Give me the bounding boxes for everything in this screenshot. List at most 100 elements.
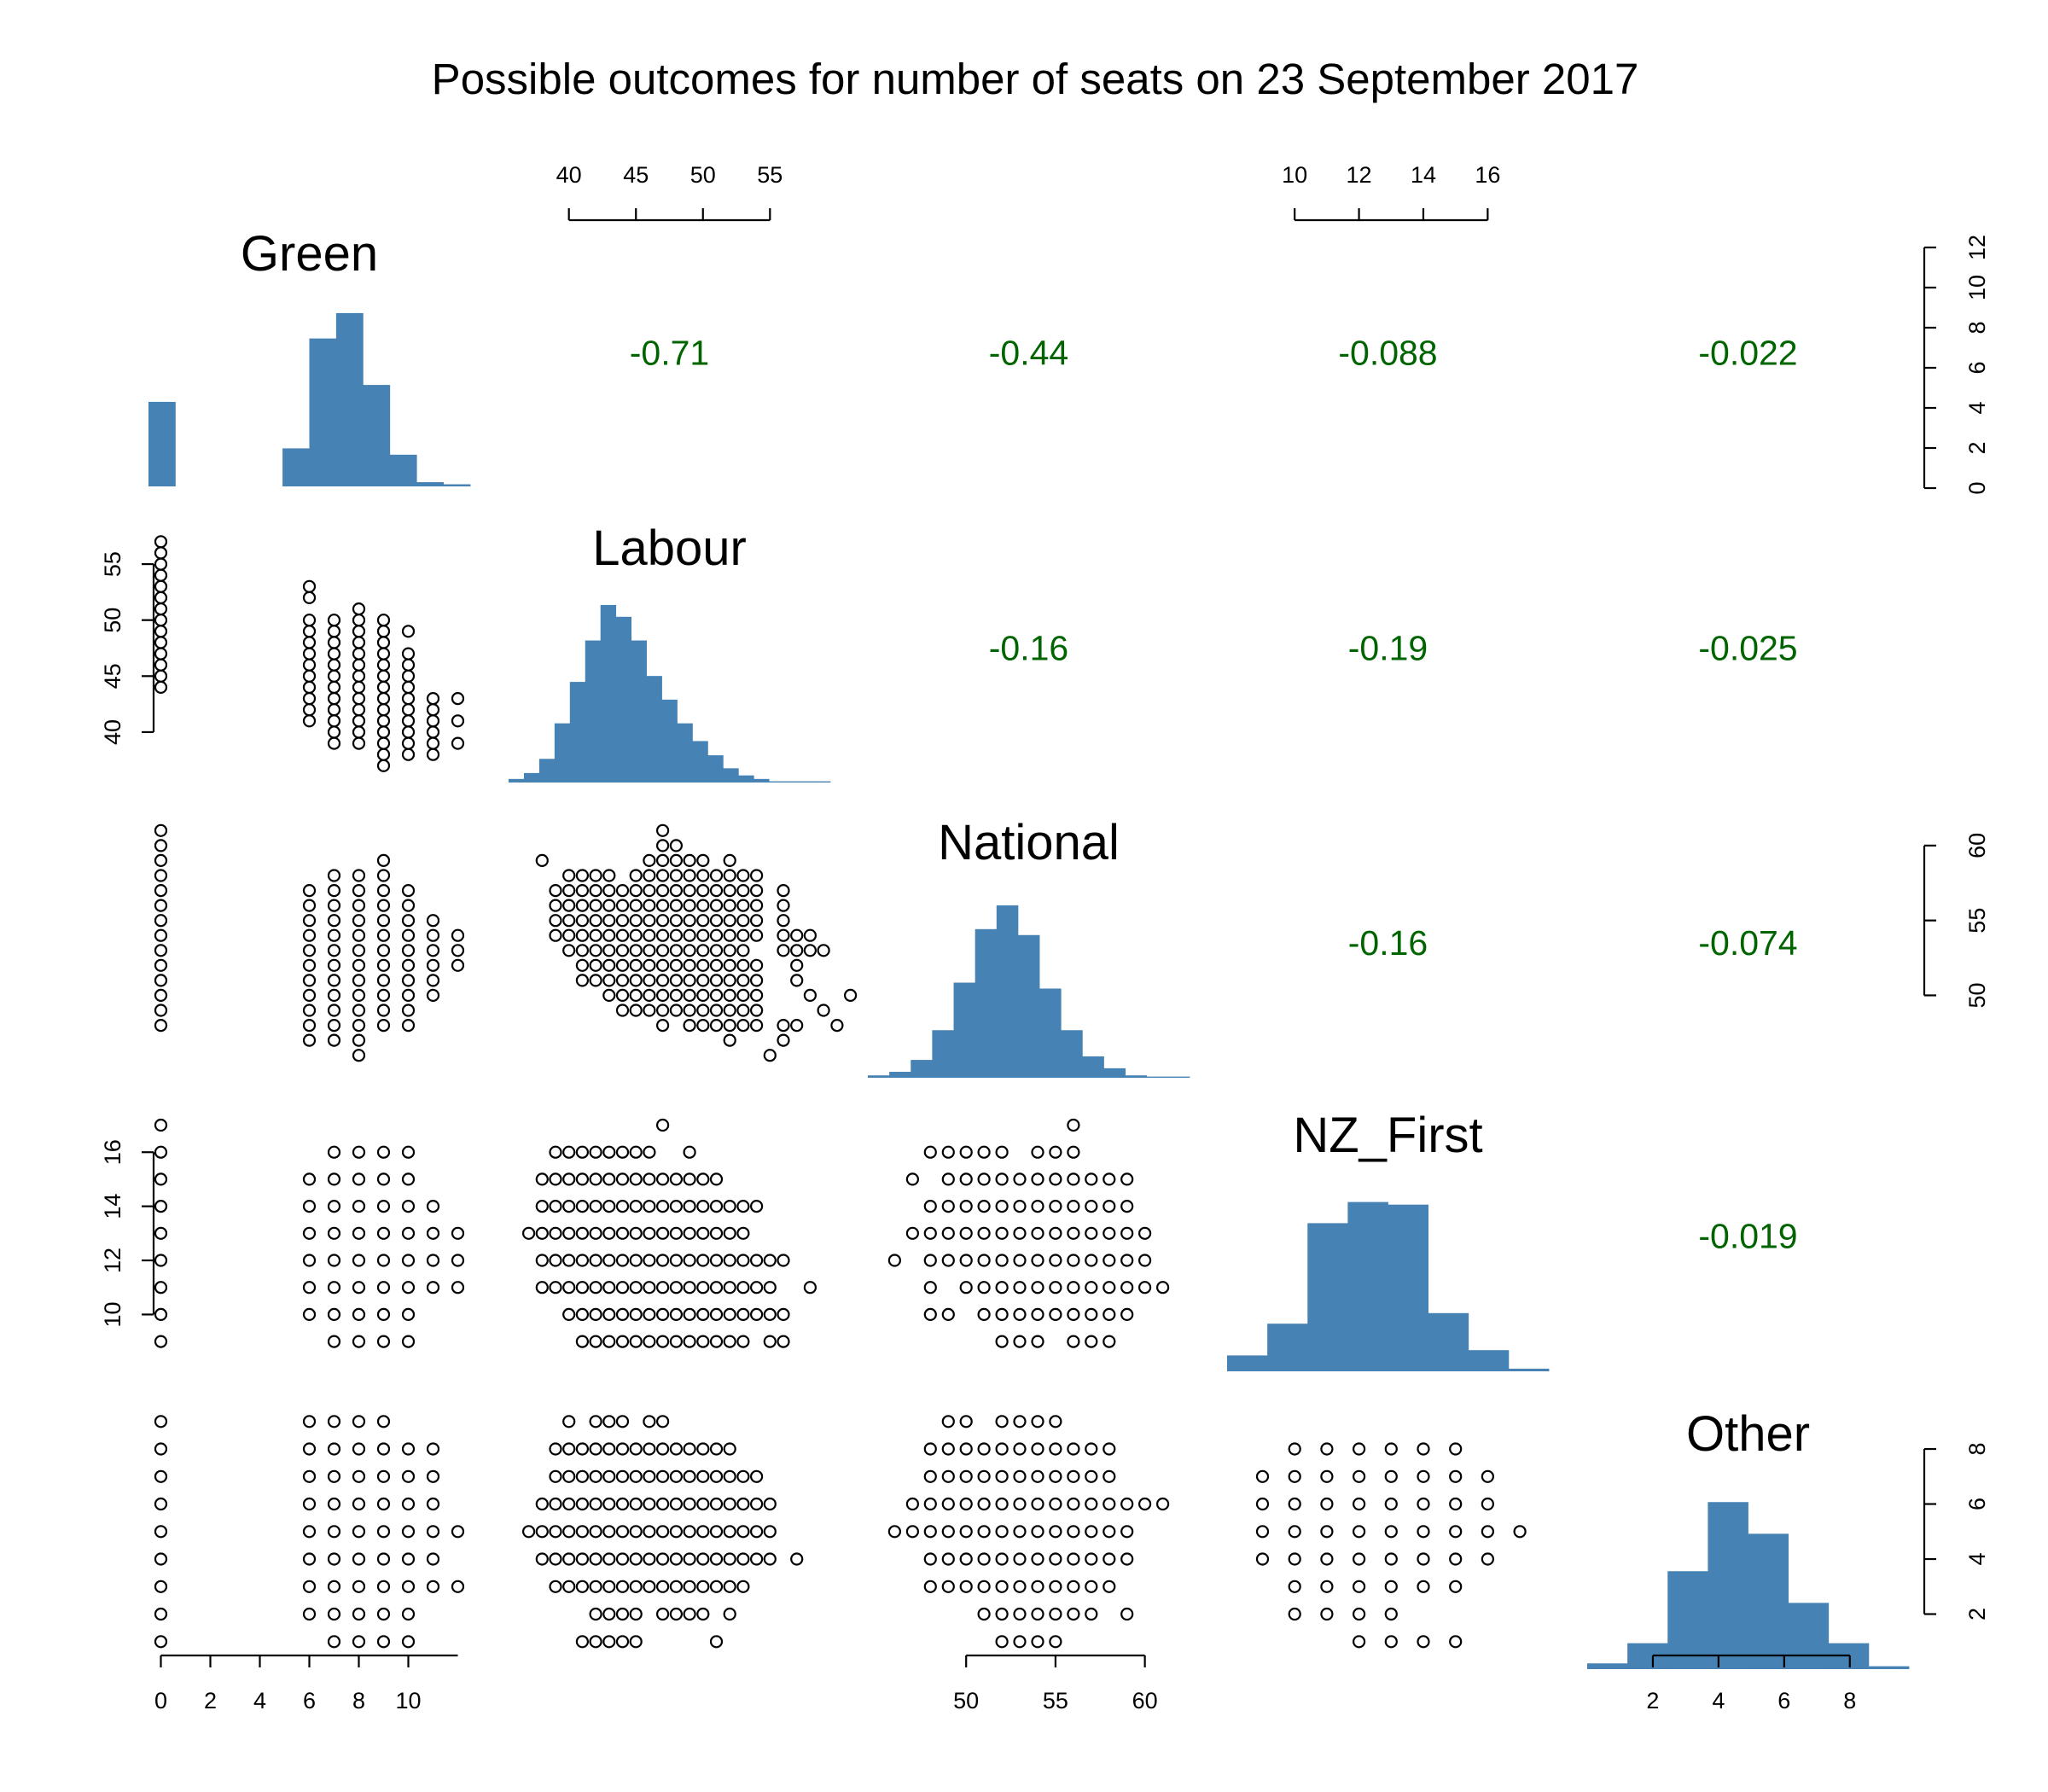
scatter-point	[1103, 1552, 1116, 1566]
histogram-bar-nz-first	[1307, 1223, 1348, 1371]
scatter-point	[683, 1018, 696, 1033]
scatter-point	[401, 658, 416, 672]
scatter-point	[1103, 1335, 1116, 1348]
scatter-point	[709, 1172, 724, 1186]
scatter-point	[302, 974, 317, 987]
scatter-point	[1288, 1525, 1301, 1539]
axis-tick-label: 4	[1964, 1553, 1990, 1566]
scatter-point	[923, 1469, 937, 1483]
scatter-point	[302, 1497, 317, 1511]
scatter-point	[327, 1335, 341, 1348]
scatter-point	[302, 958, 317, 972]
scatter-point	[426, 736, 440, 750]
axis-tick-label: 50	[100, 608, 125, 633]
scatter-point	[669, 1172, 684, 1186]
scatter-point	[352, 1145, 366, 1159]
histogram-bar-national	[996, 905, 1019, 1078]
scatter-point	[451, 691, 465, 706]
scatter-point	[1085, 1335, 1098, 1348]
scatter-point	[655, 839, 670, 852]
scatter-point	[1067, 1580, 1080, 1593]
scatter-point	[1031, 1635, 1044, 1649]
scatter-point	[602, 883, 616, 898]
scatter-point	[777, 1335, 790, 1348]
scatter-point	[941, 1580, 955, 1593]
scatter-point	[1352, 1469, 1366, 1483]
correlation-labour-other: -0.025	[1698, 629, 1797, 668]
scatter-point	[562, 944, 576, 957]
scatter-point	[1384, 1442, 1398, 1456]
scatter-point	[451, 714, 465, 728]
scatter-point	[575, 1469, 590, 1483]
scatter-point	[426, 944, 440, 957]
scatter-point	[376, 1018, 391, 1033]
scatter-point	[1449, 1469, 1463, 1483]
scatter-point	[696, 1226, 710, 1240]
scatter-point	[615, 1199, 630, 1213]
scatter-point	[749, 1004, 764, 1017]
histogram-bar-national	[1082, 1056, 1104, 1078]
scatter-points	[154, 535, 1527, 1649]
scatter-point	[615, 974, 630, 987]
scatter-point	[376, 928, 391, 942]
scatter-point	[683, 914, 696, 928]
scatter-point	[376, 1469, 391, 1483]
axis-tick-label: 50	[690, 162, 716, 188]
scatter-point	[1137, 1254, 1152, 1267]
scatter-point	[352, 958, 366, 972]
scatter-point	[327, 1580, 341, 1593]
scatter-point	[643, 1442, 656, 1456]
scatter-point	[376, 1307, 391, 1322]
scatter-point	[941, 1172, 955, 1186]
scatter-point	[602, 1281, 616, 1295]
scatter-point	[709, 988, 724, 1003]
histogram-bar-nz-first	[1227, 1355, 1268, 1371]
histogram-bar-labour	[769, 781, 785, 783]
scatter-point	[575, 1226, 590, 1240]
scatter-point	[549, 1199, 562, 1213]
scatter-point	[696, 958, 710, 972]
scatter-point	[669, 1281, 684, 1295]
scatter-point	[736, 1226, 750, 1240]
scatter-point	[154, 839, 168, 852]
scatter-point	[154, 680, 168, 695]
scatter-point	[709, 1226, 724, 1240]
scatter-point	[451, 1580, 465, 1593]
scatter-point	[1120, 1525, 1134, 1539]
scatter-point	[749, 1018, 764, 1033]
scatter-point	[655, 1018, 670, 1033]
scatter-point	[327, 1525, 341, 1539]
scatter-point	[995, 1635, 1009, 1649]
x-axis-other: 2 4 6 8	[1646, 1654, 1856, 1713]
scatter-point	[1085, 1307, 1098, 1322]
histogram-bar-labour	[538, 759, 556, 783]
scatter-point	[451, 944, 465, 957]
scatter-point	[327, 974, 341, 987]
scatter-point	[589, 1199, 602, 1213]
scatter-point	[736, 1580, 750, 1593]
scatter-point	[736, 1335, 750, 1348]
scatter-point	[302, 1254, 317, 1267]
scatter-point	[683, 853, 696, 868]
scatter-point	[327, 1469, 341, 1483]
scatter-point	[629, 1335, 643, 1348]
variable-label-labour: Labour	[592, 521, 747, 576]
axis-tick-label: 12	[1964, 235, 1990, 260]
scatter-point	[709, 883, 724, 898]
scatter-point	[977, 1145, 991, 1159]
scatter-point	[1155, 1281, 1170, 1295]
scatter-point	[426, 1226, 440, 1240]
scatter-point	[709, 1199, 724, 1213]
scatter-point	[376, 1607, 391, 1621]
scatter-point	[327, 714, 341, 728]
scatter-point	[723, 928, 736, 942]
histogram-bar-national	[932, 1030, 954, 1078]
axis-tick-label: 4	[1712, 1688, 1725, 1713]
scatter-point	[401, 914, 416, 928]
scatter-point	[352, 1469, 366, 1483]
scatter-point	[154, 988, 168, 1003]
scatter-point	[376, 714, 391, 728]
scatter-point	[643, 944, 656, 957]
scatter-point	[401, 1199, 416, 1213]
scatter-point	[1013, 1307, 1027, 1322]
